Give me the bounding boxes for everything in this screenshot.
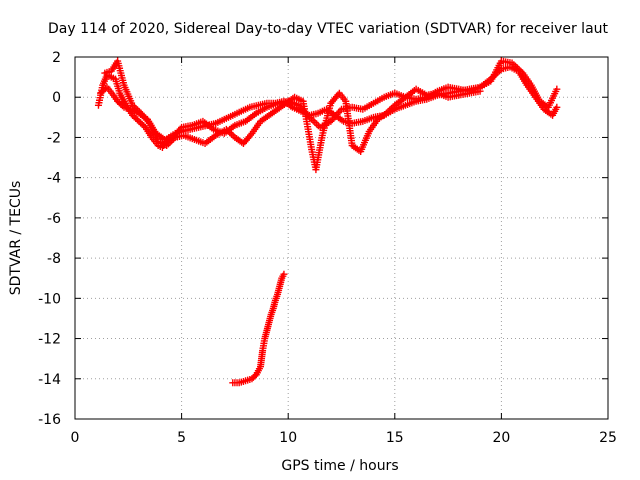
x-tick-label: 15 [386,430,404,446]
series-arc-D [229,270,288,387]
y-tick-label: -4 [47,171,61,187]
y-tick-label: 2 [52,50,61,66]
data-point [553,85,561,93]
grid-lines [75,57,608,419]
chart-title: Day 114 of 2020, Sidereal Day-to-day VTE… [48,21,609,37]
data-point [140,122,148,130]
x-tick-label: 5 [177,430,186,446]
series-arc-B [97,57,561,143]
data-point [476,87,484,95]
y-tick-label: -2 [47,130,61,146]
y-tick-label: -8 [47,251,61,267]
data-marks [94,57,561,387]
plot-frame [74,56,609,420]
y-tick-label: -16 [38,412,61,428]
tick-labels: 0 5 10 15 20 25 -16 -14 -12 -10 -8 -6 -4 -2 0 2 [38,50,617,446]
x-tick-label: 25 [599,430,617,446]
data-point [118,102,126,110]
x-tick-label: 0 [71,430,80,446]
y-tick-label: -10 [38,291,61,307]
y-tick-label: -6 [47,211,61,227]
axis-ticks [74,56,609,420]
x-axis-label: GPS time / hours [281,458,398,474]
y-tick-label: -14 [38,372,61,388]
y-axis-label: SDTVAR / TECUs [8,181,24,296]
x-tick-label: 10 [279,430,297,446]
x-tick-label: 20 [492,430,510,446]
y-tick-label: -12 [38,332,61,348]
y-tick-label: 0 [52,90,61,106]
data-point [553,103,561,111]
series-arc-C [101,57,484,174]
data-point [280,270,288,278]
